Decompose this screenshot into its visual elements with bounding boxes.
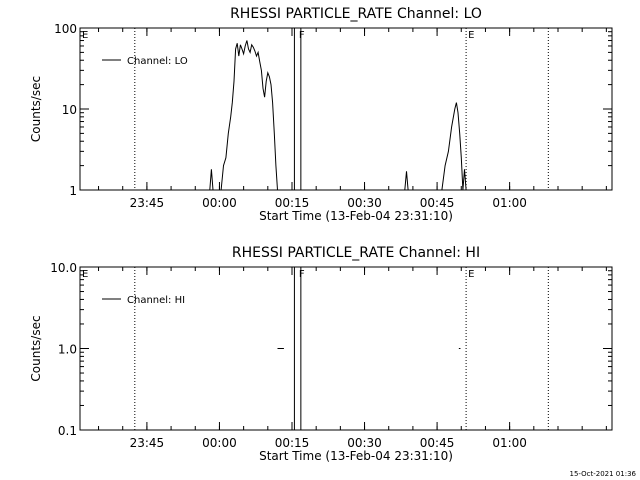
x-tick-label: 00:30 xyxy=(347,436,382,450)
x-tick-label: 01:00 xyxy=(492,436,527,450)
x-tick-label: 00:45 xyxy=(420,436,455,450)
y-tick-label: 10 xyxy=(62,103,77,117)
x-tick-label: 00:00 xyxy=(202,436,237,450)
y-tick-label: 1 xyxy=(69,184,77,198)
y-tick-label: 0.1 xyxy=(58,424,77,438)
legend-label: Channel: HI xyxy=(127,295,185,306)
y-axis-label: Counts/sec xyxy=(29,76,43,142)
event-marker-e: E xyxy=(468,269,474,280)
hi-channel-panel: RHESSI PARTICLE_RATE Channel: HI 0.1 1.0 10… xyxy=(29,245,613,463)
x-tick-label: 00:00 xyxy=(202,196,237,210)
plot-frame xyxy=(79,27,613,191)
x-tick-label: 23:45 xyxy=(130,196,165,210)
event-marker-f: F xyxy=(299,269,305,280)
lo-channel-panel: RHESSI PARTICLE_RATE Channel: LO 1 10 100 23… xyxy=(29,6,613,223)
event-marker-e: E xyxy=(468,30,474,41)
x-tick-label: 00:30 xyxy=(347,196,382,210)
x-tick-label: 00:15 xyxy=(275,196,310,210)
y-axis-label: Counts/sec xyxy=(29,315,43,381)
series-line xyxy=(209,40,471,191)
y-tick-label: 10.0 xyxy=(50,261,77,275)
chart-title: RHESSI PARTICLE_RATE Channel: LO xyxy=(230,6,482,22)
generation-timestamp: 15-Oct-2021 01:36 xyxy=(570,470,637,478)
chart-title: RHESSI PARTICLE_RATE Channel: HI xyxy=(232,245,480,261)
x-axis-label: Start Time (13-Feb-04 23:31:10) xyxy=(259,209,453,223)
x-tick-label: 00:45 xyxy=(420,196,455,210)
x-axis-label: Start Time (13-Feb-04 23:31:10) xyxy=(259,449,453,463)
y-tick-label: 1.0 xyxy=(58,343,77,357)
plot-frame xyxy=(79,266,613,431)
x-tick-label: 01:00 xyxy=(492,196,527,210)
x-tick-label: 23:45 xyxy=(130,436,165,450)
event-marker-e: E xyxy=(82,269,88,280)
y-tick-label: 100 xyxy=(54,22,77,36)
event-marker-f: F xyxy=(299,30,305,41)
legend-label: Channel: LO xyxy=(127,56,188,67)
x-tick-label: 00:15 xyxy=(275,436,310,450)
event-marker-e: E xyxy=(82,30,88,41)
